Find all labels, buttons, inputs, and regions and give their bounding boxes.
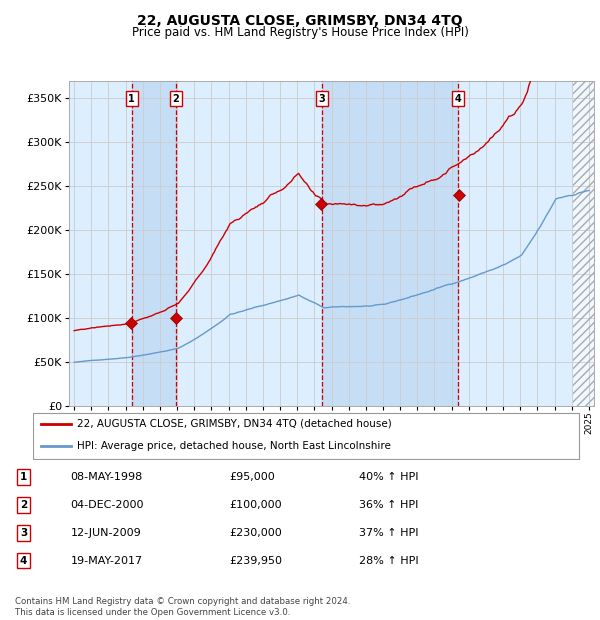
Text: Contains HM Land Registry data © Crown copyright and database right 2024.
This d: Contains HM Land Registry data © Crown c…	[15, 598, 350, 617]
Text: £95,000: £95,000	[229, 472, 275, 482]
Text: £239,950: £239,950	[229, 556, 283, 565]
Bar	[573, 81, 598, 406]
Text: 08-MAY-1998: 08-MAY-1998	[71, 472, 143, 482]
FancyBboxPatch shape	[33, 413, 579, 459]
Text: Price paid vs. HM Land Registry's House Price Index (HPI): Price paid vs. HM Land Registry's House …	[131, 26, 469, 39]
Bar	[322, 81, 458, 406]
Text: 37% ↑ HPI: 37% ↑ HPI	[359, 528, 418, 538]
Text: 2: 2	[172, 94, 179, 104]
Text: 3: 3	[20, 528, 27, 538]
Text: £100,000: £100,000	[229, 500, 282, 510]
Text: 22, AUGUSTA CLOSE, GRIMSBY, DN34 4TQ (detached house): 22, AUGUSTA CLOSE, GRIMSBY, DN34 4TQ (de…	[77, 418, 392, 429]
Text: 22, AUGUSTA CLOSE, GRIMSBY, DN34 4TQ: 22, AUGUSTA CLOSE, GRIMSBY, DN34 4TQ	[137, 14, 463, 29]
Bar	[573, 54, 598, 406]
Text: 40% ↑ HPI: 40% ↑ HPI	[359, 472, 418, 482]
Bar	[132, 81, 176, 406]
Text: 04-DEC-2000: 04-DEC-2000	[71, 500, 144, 510]
Text: 28% ↑ HPI: 28% ↑ HPI	[359, 556, 418, 565]
Text: 1: 1	[20, 472, 27, 482]
Text: 2: 2	[20, 500, 27, 510]
Text: £230,000: £230,000	[229, 528, 282, 538]
Text: 36% ↑ HPI: 36% ↑ HPI	[359, 500, 418, 510]
Text: 4: 4	[20, 556, 28, 565]
Text: 4: 4	[455, 94, 461, 104]
Text: HPI: Average price, detached house, North East Lincolnshire: HPI: Average price, detached house, Nort…	[77, 441, 391, 451]
Text: 3: 3	[319, 94, 325, 104]
Text: 1: 1	[128, 94, 135, 104]
Text: 19-MAY-2017: 19-MAY-2017	[71, 556, 143, 565]
Text: 12-JUN-2009: 12-JUN-2009	[71, 528, 142, 538]
